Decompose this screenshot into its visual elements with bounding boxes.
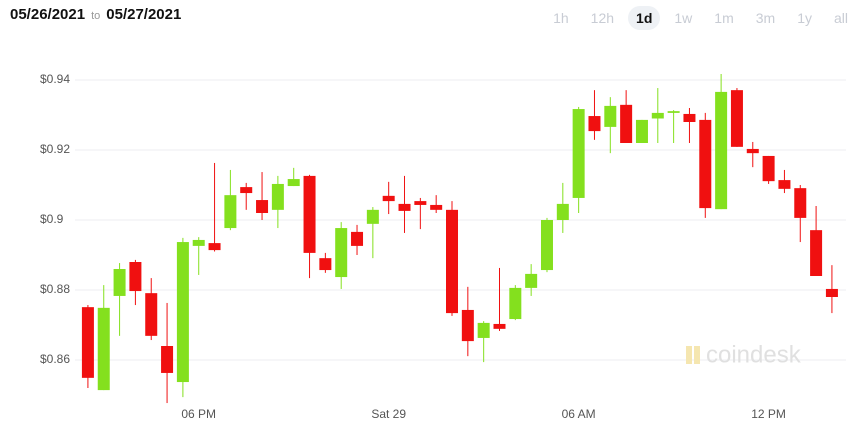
y-tick-label: $0.94 bbox=[40, 72, 70, 86]
candle-body bbox=[97, 307, 110, 391]
candle-body bbox=[461, 309, 474, 342]
candle-body bbox=[730, 90, 743, 147]
candle-body bbox=[208, 243, 221, 251]
candle-body bbox=[540, 220, 553, 271]
range-button[interactable]: 1m bbox=[714, 10, 734, 26]
candle-body bbox=[382, 195, 395, 202]
candle-body bbox=[794, 188, 807, 218]
range-button[interactable]: 1h bbox=[553, 10, 569, 26]
candle-body bbox=[366, 209, 379, 224]
candle-body bbox=[683, 113, 696, 122]
separator: to bbox=[91, 10, 101, 22]
candle-body bbox=[81, 307, 94, 378]
candle-body bbox=[430, 204, 443, 210]
y-tick-label: $0.9 bbox=[40, 212, 64, 226]
candle-body bbox=[572, 109, 585, 198]
candle-body bbox=[493, 323, 506, 329]
candle-body bbox=[446, 209, 459, 314]
candle-body bbox=[810, 230, 823, 276]
candle-body bbox=[224, 195, 237, 229]
candle-body bbox=[398, 203, 411, 211]
candle-body bbox=[271, 183, 284, 210]
candle-body bbox=[303, 175, 316, 253]
date-to: 05/27/2021 bbox=[106, 6, 182, 23]
candle-body bbox=[699, 119, 712, 209]
x-tick-label: 12 PM bbox=[751, 407, 786, 421]
candle-body bbox=[129, 262, 142, 292]
watermark-text: coindesk bbox=[706, 341, 802, 368]
y-tick-label: $0.88 bbox=[40, 282, 70, 296]
candle-body bbox=[635, 119, 648, 143]
watermark: coindesk bbox=[686, 341, 802, 368]
x-tick-label: 06 PM bbox=[181, 407, 216, 421]
candle-body bbox=[113, 269, 126, 296]
candle-body bbox=[145, 293, 158, 336]
candle-body bbox=[525, 273, 538, 288]
range-button[interactable]: 12h bbox=[590, 10, 615, 26]
y-tick-label: $0.92 bbox=[40, 142, 70, 156]
candle-body bbox=[176, 242, 189, 383]
candle-body bbox=[319, 258, 332, 271]
candle-body bbox=[715, 91, 728, 210]
range-buttons: 1h 12h 1d 1w 1m 3m 1y all bbox=[545, 6, 856, 30]
range-button[interactable]: all bbox=[833, 10, 848, 26]
candle-body bbox=[667, 111, 680, 113]
candle-body bbox=[351, 231, 364, 246]
candle-body bbox=[287, 179, 300, 187]
candle-body bbox=[746, 148, 759, 154]
candle-body bbox=[161, 346, 174, 373]
candle-body bbox=[620, 104, 633, 143]
watermark-icon bbox=[694, 346, 700, 364]
candle-body bbox=[477, 322, 490, 338]
watermark-icon bbox=[686, 346, 692, 364]
y-tick-label: $0.86 bbox=[40, 352, 70, 366]
candle-body bbox=[256, 200, 269, 213]
candle-body bbox=[762, 155, 775, 182]
candle-body bbox=[651, 112, 664, 119]
candle-body bbox=[414, 201, 427, 205]
candle-body bbox=[240, 187, 253, 194]
x-tick-label: 06 AM bbox=[562, 407, 596, 421]
candle-body bbox=[825, 288, 838, 297]
candle-body bbox=[192, 239, 205, 246]
candle-body bbox=[604, 105, 617, 127]
candle-body bbox=[335, 228, 348, 278]
candle-body bbox=[509, 287, 522, 320]
range-button[interactable]: 1y bbox=[797, 10, 812, 26]
range-button[interactable]: 1d bbox=[628, 6, 661, 30]
range-button[interactable]: 1w bbox=[674, 10, 693, 26]
candle-body bbox=[588, 116, 601, 132]
candle-body bbox=[778, 180, 791, 189]
candle-body bbox=[556, 203, 569, 220]
date-from: 05/26/2021 bbox=[10, 6, 86, 23]
date-range: 05/26/2021 to 05/27/2021 bbox=[10, 6, 181, 23]
x-tick-label: Sat 29 bbox=[371, 407, 406, 421]
range-button[interactable]: 3m bbox=[755, 10, 776, 26]
